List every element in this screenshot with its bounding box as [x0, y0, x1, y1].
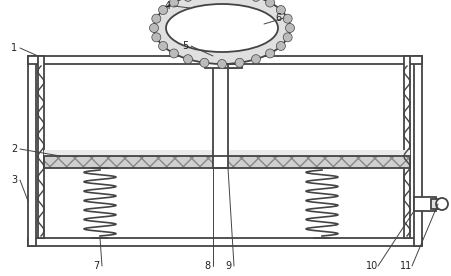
Circle shape — [276, 6, 285, 15]
Circle shape — [251, 0, 260, 1]
Bar — [28, 56, 36, 246]
Text: 10: 10 — [365, 261, 377, 271]
Bar — [403, 56, 409, 238]
Circle shape — [265, 49, 274, 58]
Ellipse shape — [154, 0, 290, 64]
Circle shape — [265, 0, 274, 7]
Text: 3: 3 — [11, 175, 17, 185]
Circle shape — [158, 6, 167, 15]
Bar — [44, 156, 409, 168]
Circle shape — [169, 0, 178, 7]
Bar — [28, 238, 421, 246]
Bar — [205, 60, 235, 68]
Bar — [227, 64, 241, 68]
Bar — [227, 56, 421, 64]
Circle shape — [283, 14, 291, 23]
Text: 1: 1 — [11, 43, 17, 53]
Circle shape — [158, 41, 167, 51]
Circle shape — [285, 23, 294, 33]
Circle shape — [183, 55, 192, 64]
Circle shape — [183, 0, 192, 1]
Circle shape — [435, 198, 447, 210]
Bar — [28, 56, 212, 64]
Text: 4: 4 — [165, 1, 170, 11]
Text: 2: 2 — [11, 144, 17, 154]
Bar — [413, 197, 435, 211]
Bar — [413, 56, 421, 246]
Text: 9: 9 — [225, 261, 230, 271]
Circle shape — [152, 14, 161, 23]
Circle shape — [251, 55, 260, 64]
Bar — [44, 156, 409, 168]
Circle shape — [149, 23, 158, 33]
Text: 5: 5 — [181, 41, 188, 51]
Circle shape — [169, 49, 178, 58]
Ellipse shape — [166, 4, 277, 52]
Bar — [44, 156, 409, 168]
Circle shape — [217, 60, 226, 68]
Text: 7: 7 — [92, 261, 99, 271]
Bar — [430, 199, 440, 209]
Circle shape — [235, 58, 244, 67]
Circle shape — [152, 33, 161, 42]
Bar — [44, 150, 409, 156]
Circle shape — [276, 41, 285, 51]
Text: 8: 8 — [203, 261, 210, 271]
Bar — [212, 64, 227, 168]
Bar — [38, 56, 44, 238]
Text: 6: 6 — [274, 13, 281, 23]
Circle shape — [199, 58, 208, 67]
Text: 11: 11 — [399, 261, 411, 271]
Circle shape — [283, 33, 291, 42]
